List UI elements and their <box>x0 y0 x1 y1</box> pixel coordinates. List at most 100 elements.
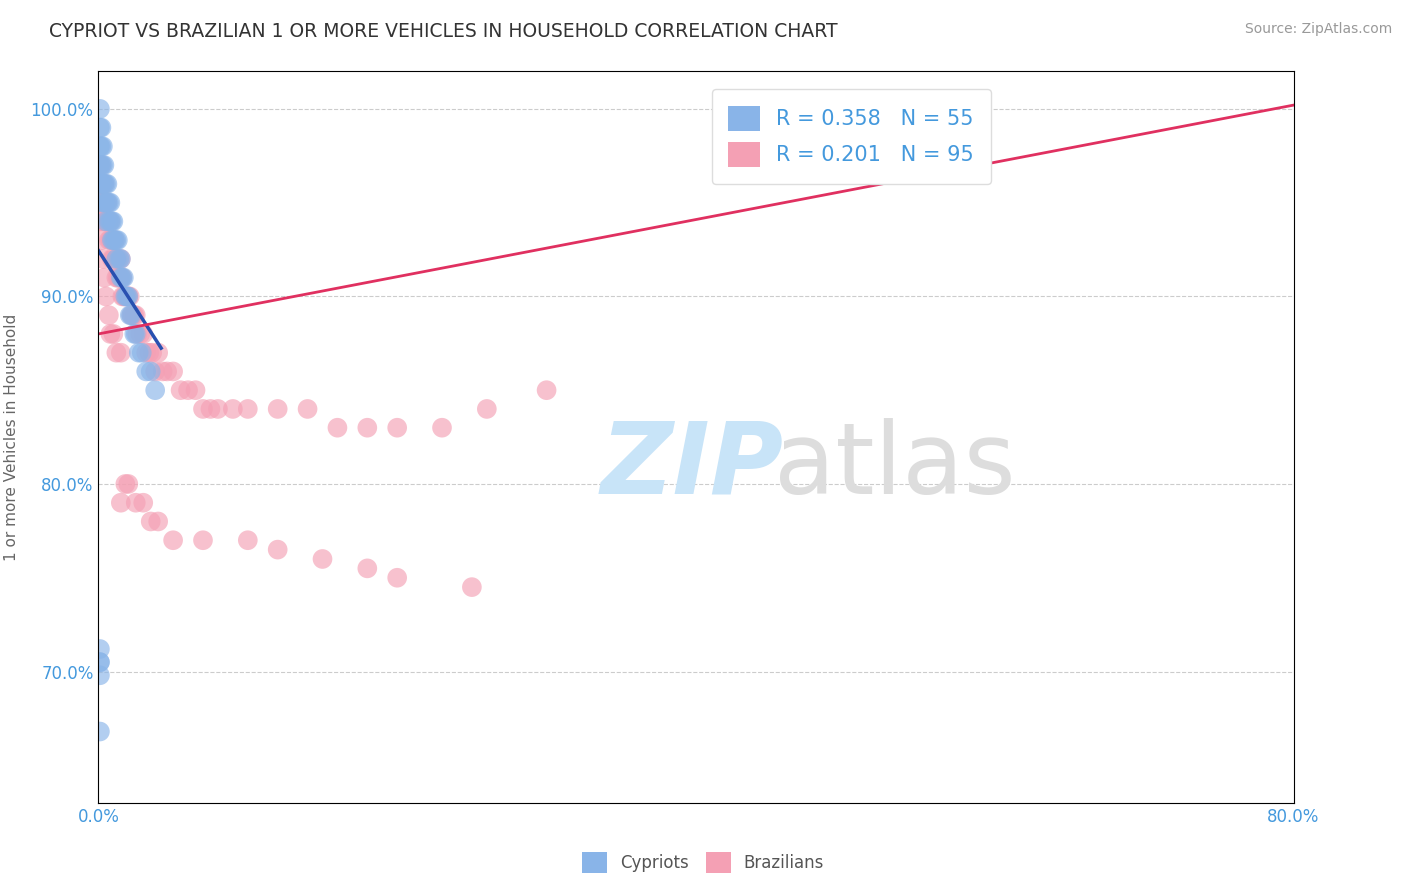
Point <box>162 364 184 378</box>
Point <box>132 496 155 510</box>
Point <box>90 158 112 172</box>
Point <box>143 364 166 378</box>
Point <box>107 233 129 247</box>
Point <box>267 542 290 557</box>
Point <box>91 214 114 228</box>
Point <box>128 345 150 359</box>
Point <box>89 668 111 682</box>
Point <box>89 102 111 116</box>
Point <box>98 326 122 341</box>
Point <box>117 289 139 303</box>
Legend: R = 0.358   N = 55, R = 0.201   N = 95: R = 0.358 N = 55, R = 0.201 N = 95 <box>711 89 991 184</box>
Point <box>91 158 114 172</box>
Point <box>115 289 138 303</box>
Point <box>191 401 214 416</box>
Point <box>135 364 157 378</box>
Point <box>536 383 558 397</box>
Point <box>97 308 120 322</box>
Point <box>96 195 118 210</box>
Point <box>110 252 132 266</box>
Point <box>207 401 229 416</box>
Point <box>430 420 453 434</box>
Point <box>110 270 132 285</box>
Point <box>91 177 114 191</box>
Point <box>105 252 128 266</box>
Point <box>311 552 333 566</box>
Point <box>103 214 125 228</box>
Point <box>141 345 163 359</box>
Point <box>94 214 117 228</box>
Point <box>110 496 132 510</box>
Point <box>222 401 245 416</box>
Point <box>120 308 142 322</box>
Point <box>94 289 117 303</box>
Point <box>107 270 129 285</box>
Point <box>94 177 117 191</box>
Point <box>89 655 111 669</box>
Point <box>111 289 134 303</box>
Point <box>90 177 112 191</box>
Point <box>117 477 139 491</box>
Point <box>129 326 152 341</box>
Point <box>98 214 122 228</box>
Point <box>96 214 118 228</box>
Point <box>326 420 349 434</box>
Point <box>110 252 132 266</box>
Point <box>90 120 112 135</box>
Point <box>93 195 115 210</box>
Point <box>105 252 128 266</box>
Point <box>93 177 115 191</box>
Point <box>89 177 111 191</box>
Point <box>94 195 117 210</box>
Point <box>191 533 214 548</box>
Point <box>97 214 120 228</box>
Point <box>169 383 191 397</box>
Point <box>138 345 160 359</box>
Point <box>94 195 117 210</box>
Point <box>89 642 111 657</box>
Point <box>114 289 136 303</box>
Point <box>143 383 166 397</box>
Point <box>356 561 378 575</box>
Point <box>90 177 112 191</box>
Point <box>105 345 128 359</box>
Y-axis label: 1 or more Vehicles in Household: 1 or more Vehicles in Household <box>4 313 20 561</box>
Text: ZIP: ZIP <box>600 417 783 515</box>
Point <box>90 158 112 172</box>
Point <box>475 401 498 416</box>
Point <box>200 401 222 416</box>
Point <box>93 158 115 172</box>
Point <box>90 233 112 247</box>
Point <box>97 214 120 228</box>
Point <box>98 214 122 228</box>
Point <box>89 195 111 210</box>
Point <box>108 270 131 285</box>
Point <box>104 233 127 247</box>
Point <box>177 383 200 397</box>
Point <box>107 252 129 266</box>
Point <box>98 233 122 247</box>
Point <box>103 233 125 247</box>
Point <box>118 308 141 322</box>
Point <box>108 252 131 266</box>
Point <box>91 139 114 153</box>
Point <box>131 345 153 359</box>
Point <box>101 233 124 247</box>
Point <box>97 233 120 247</box>
Point <box>101 252 124 266</box>
Point <box>97 195 120 210</box>
Point <box>120 308 142 322</box>
Point <box>121 308 143 322</box>
Point <box>89 120 111 135</box>
Point <box>114 477 136 491</box>
Point <box>89 724 111 739</box>
Point <box>124 308 146 322</box>
Text: Source: ZipAtlas.com: Source: ZipAtlas.com <box>1244 22 1392 37</box>
Point <box>118 289 141 303</box>
Point <box>110 345 132 359</box>
Point <box>236 401 259 416</box>
Point <box>98 195 122 210</box>
Point <box>93 195 115 210</box>
Point <box>89 655 111 669</box>
Point <box>90 139 112 153</box>
